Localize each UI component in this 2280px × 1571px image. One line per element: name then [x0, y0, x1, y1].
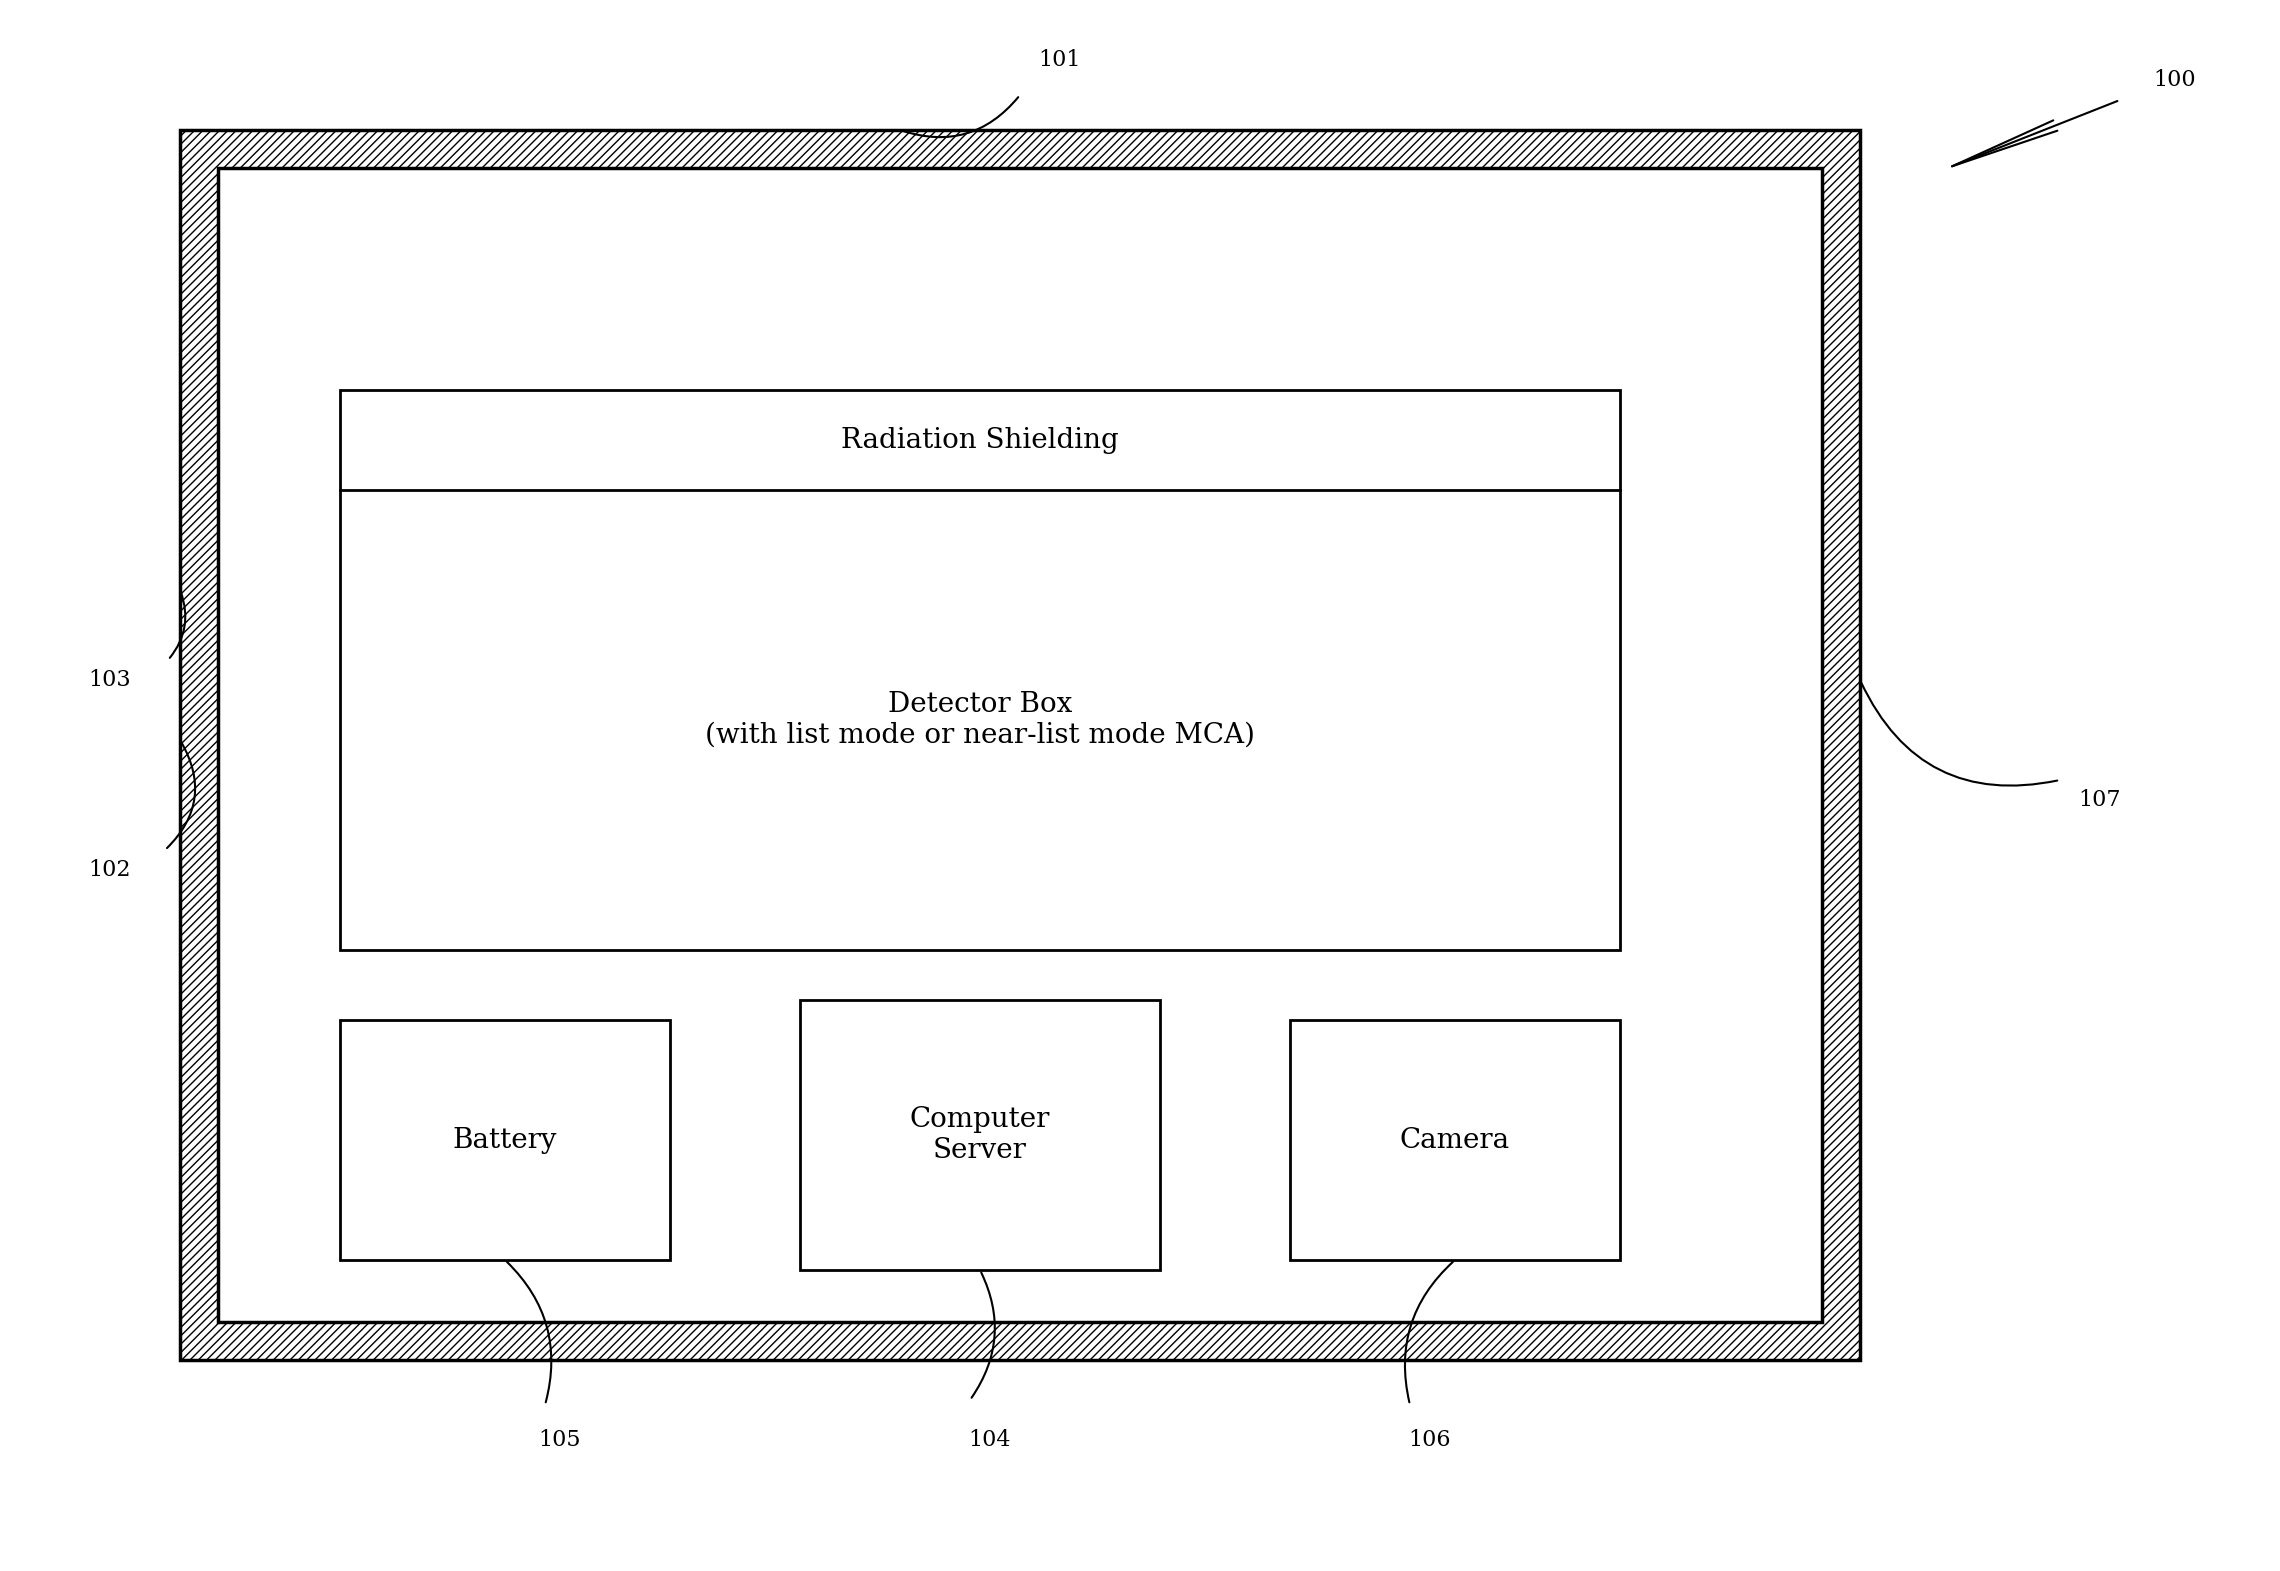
- Text: Detector Box
(with list mode or near-list mode MCA): Detector Box (with list mode or near-lis…: [705, 691, 1254, 749]
- Text: 104: 104: [969, 1430, 1012, 1452]
- Text: Computer
Server: Computer Server: [910, 1106, 1051, 1164]
- Text: 105: 105: [538, 1430, 581, 1452]
- Text: 102: 102: [89, 859, 132, 881]
- Bar: [340, 390, 1621, 950]
- Bar: [340, 1020, 670, 1260]
- Bar: [219, 168, 1822, 1323]
- Text: 106: 106: [1409, 1430, 1452, 1452]
- Text: 103: 103: [89, 669, 132, 691]
- Bar: [800, 1001, 1161, 1269]
- Text: Battery: Battery: [454, 1126, 556, 1153]
- Text: Camera: Camera: [1400, 1126, 1509, 1153]
- Text: 107: 107: [2079, 789, 2120, 811]
- Text: 101: 101: [1040, 49, 1081, 71]
- Bar: [180, 130, 1860, 1360]
- Text: Radiation Shielding: Radiation Shielding: [841, 426, 1119, 454]
- Text: 100: 100: [2155, 69, 2196, 91]
- Bar: [1290, 1020, 1621, 1260]
